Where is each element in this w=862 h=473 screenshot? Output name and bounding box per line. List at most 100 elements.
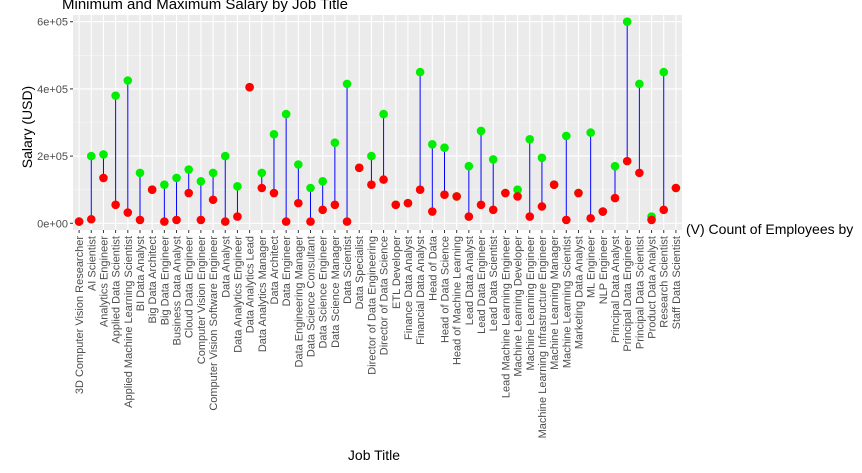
max-point [281,109,291,119]
max-point [111,91,120,100]
min-point [208,195,218,205]
x-axis-ticks: 3D Computer Vision Researcher AI Scientis… [74,230,683,438]
max-point [330,138,340,147]
max-point [233,182,242,191]
x-tick-label: Data Scientist [342,236,354,304]
x-tick-label: Data Engineer [281,236,293,307]
max-point [196,176,206,186]
x-tick-label: Machine Learning Developer [513,236,525,377]
max-point [622,17,632,27]
x-tick-label: Cloud Data Engineer [184,236,196,338]
x-tick-label: Principal Data Analyst [610,236,622,343]
min-point [403,198,413,208]
min-point [269,188,279,198]
min-point [610,193,620,203]
min-point [537,202,547,211]
min-point [488,205,498,215]
x-tick-label: Machine Learning Engineer [525,236,537,371]
x-tick-label: Product Data Analyst [647,236,659,339]
x-tick-label: Data Science Consultant [306,236,318,357]
min-point [671,183,681,193]
max-point [586,128,595,137]
x-tick-label: Staff Data Scientist [671,236,683,329]
min-point [160,217,169,226]
x-tick-label: Computer Vision Software Engineer [208,236,220,411]
y-tick-label: 4e+05 [37,84,68,96]
min-point [476,200,486,210]
min-point [354,163,364,173]
x-tick-label: Principal Data Engineer [622,236,634,352]
max-point [379,109,388,119]
x-tick-label: Business Data Analyst [172,236,184,345]
min-point [184,188,194,198]
max-point [269,129,279,139]
min-point [574,188,583,198]
min-point [123,208,133,217]
min-point [74,217,84,226]
x-tick-label: Machine Learning Manager [549,236,561,370]
x-tick-label: Data Science Manager [330,236,342,348]
x-tick-label: Financial Data Analyst [415,236,427,345]
min-point [501,188,510,198]
max-point [659,67,669,77]
y-axis-title: Salary (USD) [19,86,35,168]
x-tick-label: Marketing Data Analyst [573,236,585,349]
max-point [476,126,486,136]
min-point [440,190,449,200]
max-point [220,151,230,161]
x-tick-label: Machine Learning Infrastructure Engineer [537,236,549,439]
min-point [549,180,559,189]
x-axis-title: Job Title [348,447,400,463]
min-point [379,175,388,184]
max-point [208,168,218,178]
max-point [123,76,133,85]
min-point [318,205,327,215]
x-tick-label: Data Analytics Engineer [232,236,244,353]
min-point [464,212,474,221]
max-point [172,173,181,183]
min-point [330,200,340,210]
max-point [537,153,547,163]
x-tick-label: 3D Computer Vision Researcher [74,236,86,394]
max-point [464,161,474,171]
max-point [561,131,571,141]
x-tick-label: BI Data Analyst [135,236,147,311]
x-tick-label: ETL Developer [391,236,403,309]
max-point [367,151,376,161]
min-point [342,217,352,226]
min-point [220,217,230,226]
min-point [367,180,376,189]
x-tick-label: Principal Data Scientist [634,236,646,349]
max-point [257,168,267,178]
max-point [488,155,498,164]
max-point [525,134,535,144]
x-tick-label: Data Analytics Manager [257,236,269,353]
min-point [294,198,303,208]
x-tick-label: AI Scientist [86,236,98,291]
max-point [318,176,327,186]
min-point [86,214,96,224]
x-tick-label: Applied Data Scientist [111,236,123,344]
x-tick-label: ML Engineer [586,236,598,298]
min-point [428,207,437,216]
min-point [196,215,206,225]
x-tick-label: Head of Data Science [439,236,451,343]
x-tick-label: Director of Data Engineering [366,236,378,375]
min-point [452,192,461,201]
x-tick-label: Analytics Engineer [98,236,110,327]
x-tick-label: Head of Machine Learning [452,236,464,365]
min-point [622,156,632,166]
max-point [440,143,449,152]
min-point [172,215,181,225]
min-point [415,185,425,194]
x-tick-label: Finance Data Analyst [403,236,415,340]
y-tick-label: 6e+05 [37,17,68,29]
x-tick-label: Data Analyst [220,236,232,298]
min-point [306,217,315,226]
x-tick-label: Research Scientist [659,236,671,328]
y-tick-label: 2e+05 [37,151,68,163]
chart-title: Minimum and Maximum Salary by Job Title [62,0,348,13]
max-point [513,185,522,194]
min-point [111,200,120,210]
